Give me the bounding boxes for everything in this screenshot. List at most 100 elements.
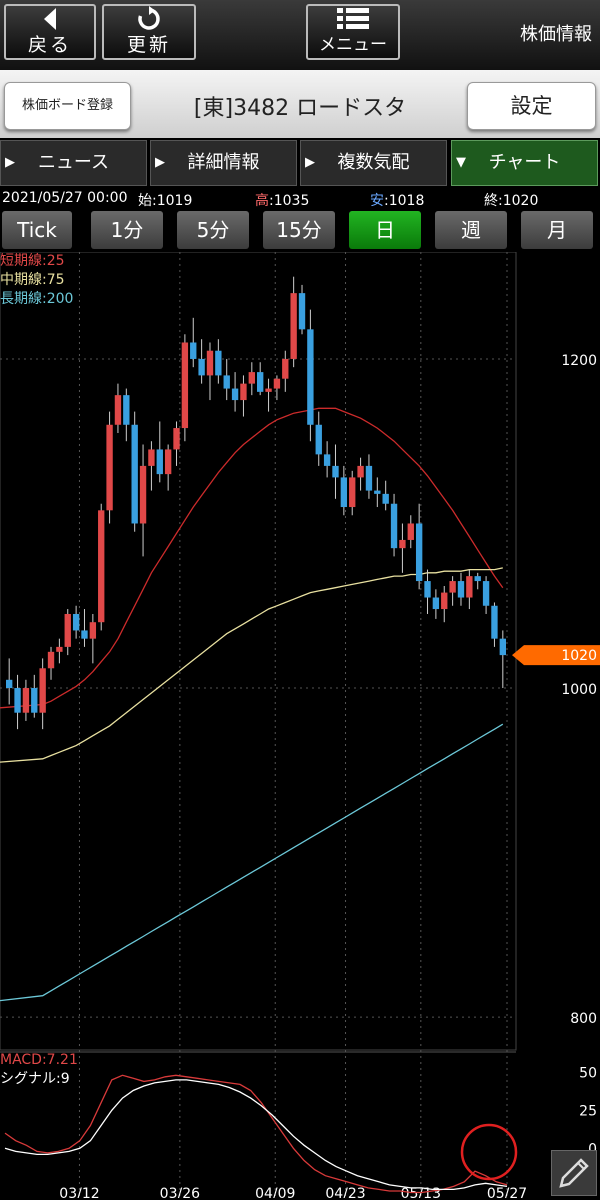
candle-body [374,490,381,494]
stock-title: [東]3482 ロードスタ [193,96,407,121]
menu-list-icon [308,6,398,34]
register-board-button[interactable]: 株価ボード登録 [4,82,131,130]
candle-body [290,293,297,359]
pencil-icon [559,1158,589,1188]
stock-header: 株価ボード登録 [東]3482 ロードスタ 設定 [0,70,600,138]
candle-body [22,688,30,713]
period-month-button[interactable]: 月 [521,211,593,249]
tab-quotes[interactable]: ▶ 複数気配 [300,140,447,186]
moving-average-lines [0,407,504,1002]
tab-news[interactable]: ▶ ニュース [0,140,147,186]
candle-body [164,449,172,475]
triangle-right-icon: ▶ [305,155,315,170]
period-5min-button[interactable]: 5分 [177,211,249,249]
back-arrow-icon [6,6,94,34]
top-toolbar: 戻る 更新 メニュー 株価情報 [0,0,600,70]
candle-body [240,383,247,401]
tab-label: チャート [488,152,561,173]
settings-button[interactable]: 設定 [467,82,596,130]
candle-body [181,342,189,429]
period-tick-button[interactable]: Tick [2,211,72,249]
candle-body [332,465,339,478]
macd-axis-label: 0 [588,1141,597,1157]
period-1min-button[interactable]: 1分 [91,211,163,249]
candle-body [307,329,314,425]
macd-panel: 50250-25 [4,1065,597,1195]
long-ma-line [0,723,504,1002]
mid-ma-legend: 中期線:75 [0,272,65,288]
refresh-button[interactable]: 更新 [102,4,196,60]
candle-body [399,539,406,549]
date-axis-label: 04/09 [255,1186,295,1198]
signal-line [4,1079,508,1191]
long-ma-legend: 長期線:200 [0,291,74,307]
current-price-marker [512,645,600,666]
candle-body [499,638,506,656]
draw-tool-button[interactable] [551,1150,597,1196]
candle-body [273,378,281,389]
date-axis-label: 03/26 [160,1186,200,1198]
candle-body [257,372,264,392]
back-button[interactable]: 戻る [4,4,96,60]
ohlc-high-value: :1035 [269,193,310,209]
chart-grid [0,252,516,1198]
candle-body [223,375,230,389]
short-ma-legend: 短期線:25 [0,253,65,269]
candle-body [382,493,389,504]
candle-body [441,592,448,610]
current-price-label: 1020 [561,648,597,664]
period-week-button[interactable]: 週 [435,211,507,249]
candle-body [114,395,122,425]
app-title: 株価情報 [520,24,592,45]
date-axis-label: 04/23 [325,1186,365,1198]
highlight-circle [460,1123,518,1181]
price-axis-label: 1000 [561,682,597,698]
macd-axis-label: 25 [579,1103,597,1119]
ohlc-datetime: 2021/05/27 00:00 [2,190,128,206]
candle-body [357,465,364,478]
candle-body [474,576,481,582]
period-15min-button[interactable]: 15分 [263,211,335,249]
candle-body [407,523,414,540]
candle-body [156,449,163,475]
menu-button[interactable]: メニュー [306,4,400,60]
candle-body [47,651,55,669]
candle-body [457,581,465,598]
candle-body [449,581,456,593]
ohlc-high: 高:1035 [255,190,309,210]
candle-body [190,342,197,359]
ohlc-low: 安:1018 [370,190,424,210]
tab-chart[interactable]: ▼ チャート [451,140,598,186]
triangle-right-icon: ▶ [155,155,165,170]
refresh-label: 更新 [126,34,171,56]
candle-body [315,424,322,455]
date-axis-label: 05/27 [487,1186,527,1198]
candle-body [123,395,130,425]
mid-ma-line [0,567,503,763]
candle-body [365,465,373,491]
triangle-down-icon: ▼ [456,155,466,170]
period-day-button[interactable]: 日 [349,211,421,249]
macd-legend: MACD:7.21 [0,1052,78,1068]
candle-body [56,646,63,652]
signal-legend: シグナル:9 [0,1071,70,1087]
macd-line [4,1074,508,1194]
candle-body [139,465,147,524]
candle-body [131,424,138,524]
candle-body [98,510,105,623]
tab-details[interactable]: ▶ 詳細情報 [150,140,297,186]
candle-body [72,613,80,631]
date-axis-label: 03/12 [59,1186,99,1198]
candle-body [466,576,473,598]
candle-body [432,597,440,610]
tab-label: 複数気配 [337,152,410,173]
candle-body [323,454,331,466]
refresh-icon [104,6,194,34]
price-plot-frame [0,252,517,1051]
candle-body [390,503,398,549]
candle-body [106,424,113,511]
candle-body [349,477,356,508]
candle-body [491,605,498,639]
ohlc-open: 始:1019 [138,193,193,209]
